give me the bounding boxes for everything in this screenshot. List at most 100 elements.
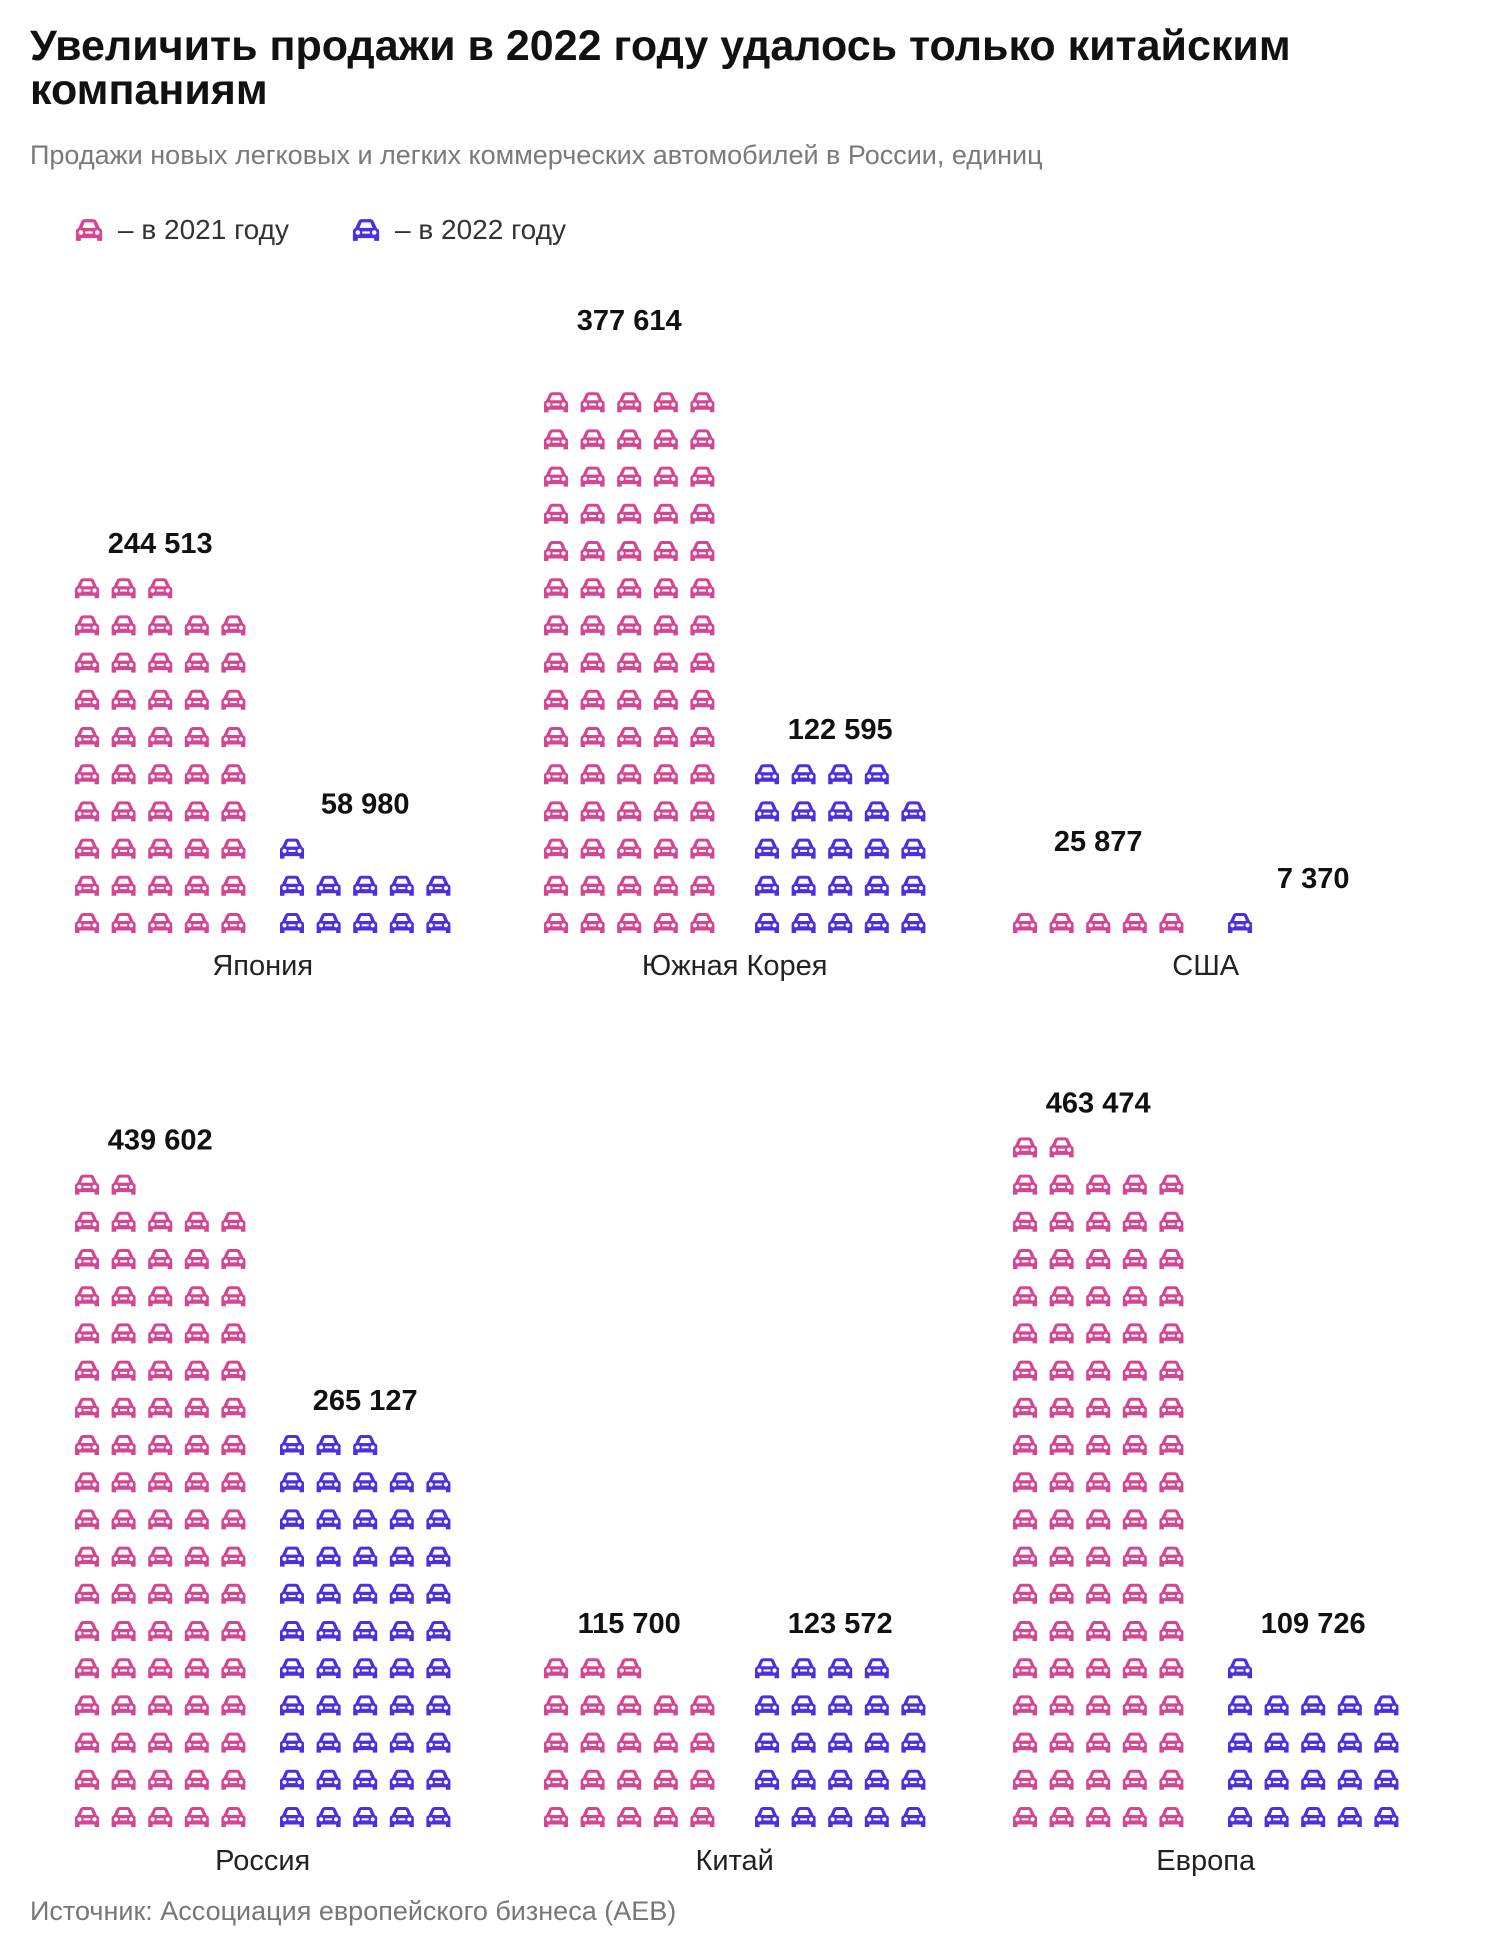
car-icon <box>111 801 136 822</box>
car-icon <box>901 1807 926 1827</box>
car-icon <box>75 1397 99 1418</box>
car-icon <box>184 1583 209 1604</box>
car-icon <box>1049 913 1074 933</box>
car-icon <box>1049 1509 1074 1530</box>
car-icon <box>653 727 678 747</box>
car-icon <box>1122 1583 1147 1604</box>
car-icon <box>426 1658 451 1679</box>
car-icon <box>1264 923 1289 933</box>
car-icon <box>316 1583 341 1604</box>
car-icon <box>544 541 568 561</box>
car-icon <box>1049 1360 1074 1381</box>
car-icon <box>828 1695 853 1716</box>
car-icon <box>111 1286 136 1307</box>
car-icon <box>690 913 715 933</box>
car-icon <box>1122 1397 1147 1418</box>
car-icon <box>221 1695 246 1716</box>
car-icon <box>901 875 926 896</box>
car-icon <box>221 689 246 710</box>
car-icon <box>690 652 715 673</box>
car-icon <box>1301 1695 1326 1716</box>
car-icon <box>184 1546 209 1567</box>
car-icon <box>184 764 209 785</box>
car-icon <box>617 652 642 673</box>
car-icon <box>1013 913 1037 933</box>
car-icon <box>389 1695 414 1716</box>
value-label-2022: 109 726 <box>1261 1608 1366 1640</box>
car-icon <box>221 1807 246 1827</box>
chart-title: Увеличить продажи в 2022 году удалось то… <box>30 22 1291 114</box>
car-icon <box>580 652 605 673</box>
car-icon <box>221 1435 246 1455</box>
car-icon <box>791 1695 816 1716</box>
car-icon <box>221 727 246 747</box>
car-icon <box>111 1323 136 1344</box>
source-note: Источник: Ассоциация европейского бизнес… <box>30 1896 677 1926</box>
car-icon <box>1086 1174 1111 1195</box>
car-icon <box>316 1546 341 1567</box>
car-icon <box>544 652 568 673</box>
car-icon <box>1159 1546 1184 1567</box>
car-icon <box>617 1769 642 1790</box>
car-icon <box>544 764 568 785</box>
car-icon <box>184 875 209 896</box>
car-icon <box>75 689 99 710</box>
car-icon <box>221 1211 246 1232</box>
car-icon <box>1337 1769 1362 1790</box>
car-icon <box>353 1732 378 1753</box>
car-icon <box>389 1732 414 1753</box>
car-icon <box>111 1583 136 1604</box>
car-icon <box>75 1286 99 1307</box>
car-icon <box>184 1397 209 1418</box>
car-icon <box>1086 1621 1111 1641</box>
car-icon <box>148 1323 173 1344</box>
car-icon <box>1264 1695 1289 1716</box>
car-icon <box>828 1732 853 1753</box>
car-icon <box>653 913 678 933</box>
value-label-2022: 265 127 <box>313 1385 418 1417</box>
car-icon <box>1013 1249 1037 1269</box>
car-icon <box>1049 1546 1074 1567</box>
car-icon <box>544 913 568 933</box>
car-icon <box>755 1807 779 1827</box>
car-icon <box>617 1658 642 1679</box>
car-icon <box>221 1621 246 1641</box>
car-icon <box>75 727 99 747</box>
car-icon <box>580 801 605 822</box>
car-icon <box>544 615 568 636</box>
car-icon <box>184 1360 209 1381</box>
car-icon <box>75 913 99 933</box>
car-icon <box>280 1695 304 1716</box>
car-icon <box>690 1769 715 1790</box>
car-icon <box>221 1732 246 1753</box>
car-icon <box>1159 1211 1184 1232</box>
car-icon <box>75 1472 99 1493</box>
car-icon <box>1122 1472 1147 1493</box>
car-icon <box>111 727 136 747</box>
car-icon <box>75 652 99 673</box>
car-icon <box>1049 1472 1074 1493</box>
car-icon <box>184 1286 209 1307</box>
car-icon <box>426 1769 451 1790</box>
car-icon <box>544 429 568 450</box>
car-icon <box>184 913 209 933</box>
car-icon <box>653 466 678 487</box>
car-icon <box>148 1807 173 1827</box>
car-icon <box>580 1732 605 1753</box>
car-icon <box>901 913 926 933</box>
value-label-2022: 58 980 <box>321 789 410 821</box>
chart-subtitle: Продажи новых легковых и легких коммерче… <box>30 140 1043 170</box>
car-icon <box>426 1807 451 1827</box>
car-icon <box>901 1663 926 1679</box>
car-icon <box>1086 1546 1111 1567</box>
car-icon <box>690 541 715 561</box>
car-icon <box>1049 1137 1074 1158</box>
car-icon <box>316 1769 341 1790</box>
car-icon <box>75 578 99 599</box>
car-icon <box>111 1769 136 1790</box>
car-icon <box>544 503 568 524</box>
car-icon <box>1086 1435 1111 1455</box>
car-icon <box>1049 1249 1074 1269</box>
car-icon <box>828 801 853 822</box>
car-icon <box>111 764 136 785</box>
